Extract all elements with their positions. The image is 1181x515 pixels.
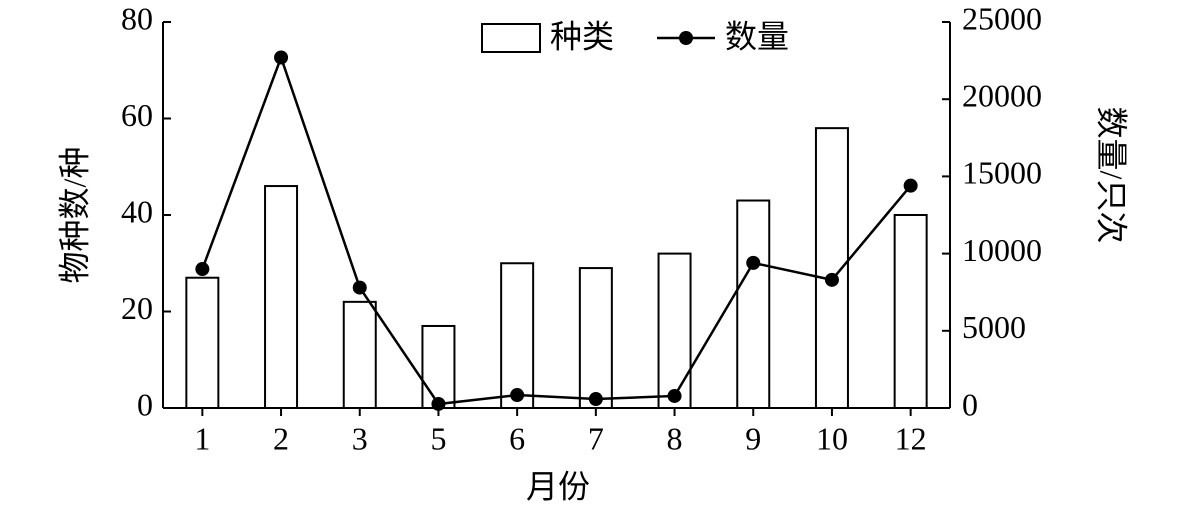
bar	[657, 252, 692, 409]
point	[274, 50, 289, 65]
point	[588, 392, 603, 407]
bar	[342, 300, 377, 410]
y2-tick-label: 20000	[962, 78, 1042, 114]
x-tick-label: 6	[509, 420, 525, 456]
x-tick-label: 7	[588, 420, 604, 456]
bar	[893, 214, 928, 409]
bar	[264, 185, 299, 409]
legend-swatch	[679, 31, 693, 45]
point	[746, 255, 761, 270]
x-axis-title: 月份	[526, 468, 590, 504]
legend-label: 种类	[550, 18, 614, 54]
y-tick-label: 80	[121, 0, 153, 36]
bar	[421, 324, 456, 410]
bar	[736, 199, 771, 409]
x-tick-label: 1	[194, 420, 210, 456]
x-tick-label: 10	[816, 420, 848, 456]
x-tick-label: 3	[352, 420, 368, 456]
y2-tick-label: 15000	[962, 155, 1042, 191]
point	[352, 280, 367, 295]
y2-tick-label: 0	[962, 386, 978, 422]
point	[195, 262, 210, 277]
bar	[578, 267, 613, 410]
y2-tick-label: 5000	[962, 309, 1026, 345]
y-axis-title: 物种数/种	[56, 147, 92, 284]
x-tick-label: 9	[745, 420, 761, 456]
x-tick-label: 5	[430, 420, 446, 456]
point	[824, 272, 839, 287]
y2-axis-title: 数量/只次	[1094, 107, 1130, 244]
y-tick-label: 0	[137, 386, 153, 422]
point	[903, 178, 918, 193]
bar	[185, 276, 220, 409]
y2-tick-label: 25000	[962, 0, 1042, 36]
y-tick-label: 40	[121, 193, 153, 229]
line	[201, 53, 912, 406]
legend-label: 数量	[725, 18, 789, 54]
x-tick-label: 2	[273, 420, 289, 456]
point	[667, 388, 682, 403]
x-tick-label: 12	[895, 420, 927, 456]
legend-swatch	[481, 23, 541, 53]
y-tick-label: 20	[121, 290, 153, 326]
bar	[500, 262, 535, 409]
y-tick-label: 60	[121, 97, 153, 133]
point	[431, 396, 446, 411]
point	[510, 388, 525, 403]
x-tick-label: 8	[667, 420, 683, 456]
y2-tick-label: 10000	[962, 232, 1042, 268]
